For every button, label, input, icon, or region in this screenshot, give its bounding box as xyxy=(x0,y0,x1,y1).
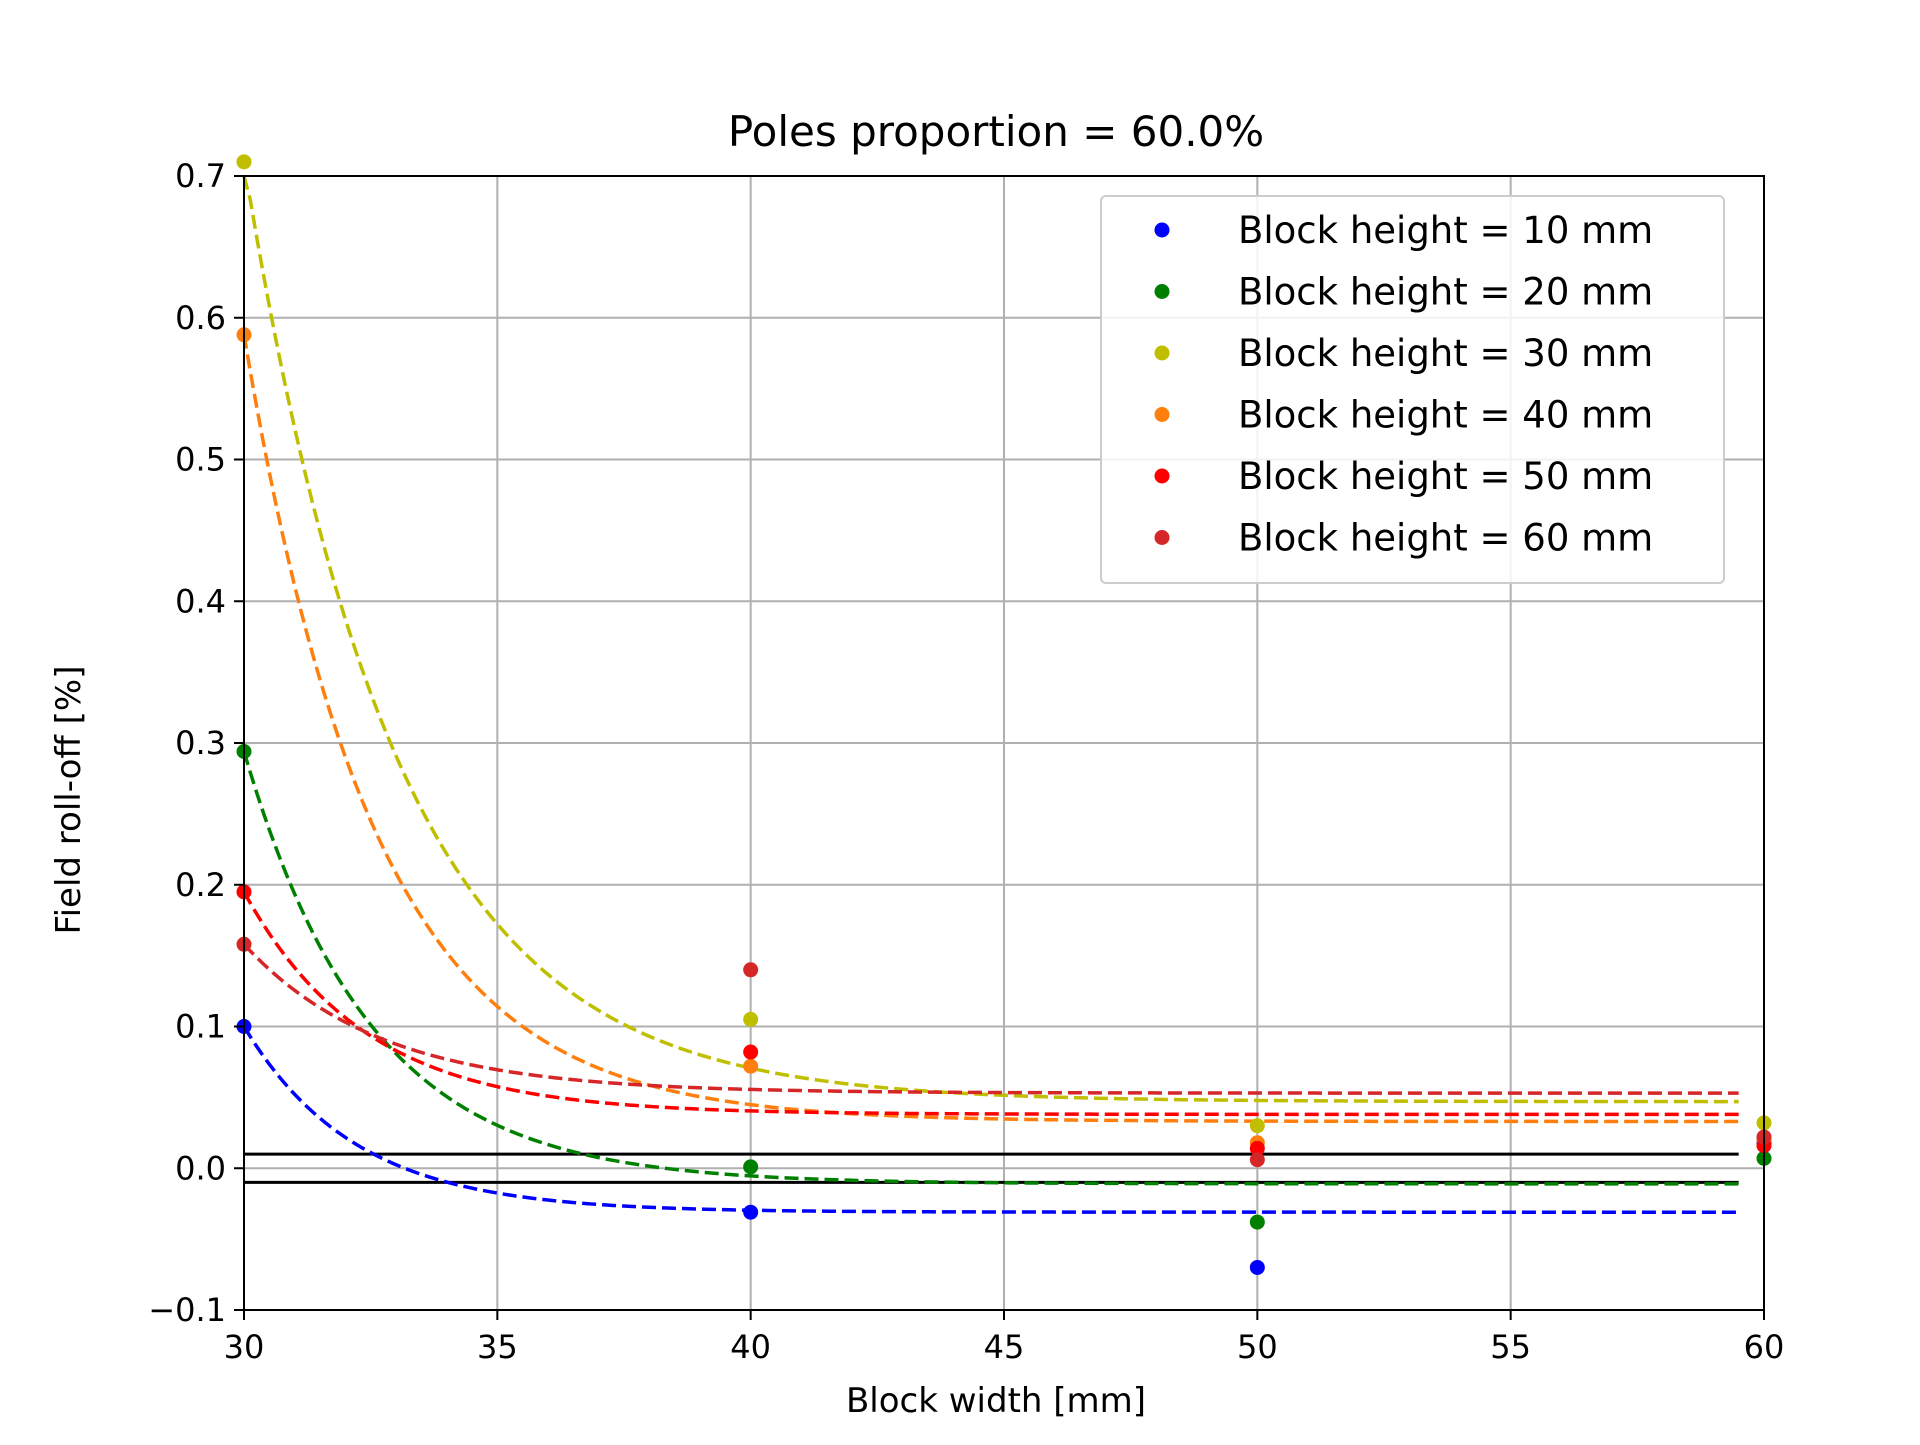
x-tick-label: 60 xyxy=(1744,1328,1785,1366)
data-point xyxy=(743,962,759,978)
y-tick-label: −0.1 xyxy=(148,1291,226,1329)
y-tick-label: 0.2 xyxy=(175,866,226,904)
legend-marker xyxy=(1154,468,1170,484)
fit-curve xyxy=(242,943,1739,1095)
y-tick-label: 0.0 xyxy=(175,1149,226,1187)
x-axis-ticks: 30 35 40 45 50 55 60 xyxy=(224,1310,1785,1366)
fit-curve xyxy=(242,175,1739,1104)
data-point xyxy=(1249,1118,1265,1134)
legend-label: Block height = 20 mm xyxy=(1238,271,1653,314)
data-point xyxy=(743,1058,759,1074)
legend-label: Block height = 30 mm xyxy=(1238,332,1653,375)
x-tick-label: 50 xyxy=(1237,1328,1278,1366)
data-point xyxy=(1249,1140,1265,1156)
data-point xyxy=(743,1204,759,1220)
x-tick-label: 55 xyxy=(1490,1328,1531,1366)
legend-label: Block height = 10 mm xyxy=(1238,209,1653,252)
legend-marker xyxy=(1154,407,1170,422)
fit-curve xyxy=(242,890,1739,1117)
legend-label: Block height = 60 mm xyxy=(1238,517,1653,560)
x-axis-label: Block width [mm] xyxy=(846,1381,1146,1421)
legend: Block height = 10 mm Block height = 20 mm… xyxy=(1100,195,1725,584)
y-axis-label: Field roll-off [%] xyxy=(49,666,89,935)
chart-title: Poles proportion = 60.0% xyxy=(728,107,1264,156)
legend-box xyxy=(1100,195,1725,584)
x-tick-label: 45 xyxy=(984,1328,1025,1366)
legend-label: Block height = 50 mm xyxy=(1238,455,1653,498)
legend-marker xyxy=(1154,530,1170,545)
legend-label: Block height = 40 mm xyxy=(1238,394,1653,437)
x-tick-label: 35 xyxy=(477,1328,518,1366)
legend-marker xyxy=(1154,222,1170,238)
y-tick-label: 0.5 xyxy=(175,441,226,479)
y-tick-label: 0.4 xyxy=(175,582,226,620)
y-tick-label: 0.6 xyxy=(175,299,226,337)
data-point xyxy=(1249,1152,1265,1168)
fit-curve xyxy=(242,1025,1739,1214)
legend-marker xyxy=(1154,284,1170,299)
data-point xyxy=(1249,1214,1265,1230)
data-point xyxy=(743,1044,759,1060)
fit-curve xyxy=(242,334,1739,1124)
y-tick-label: 0.7 xyxy=(175,157,226,195)
fit-curve xyxy=(242,750,1739,1186)
data-point xyxy=(743,1011,759,1027)
data-point xyxy=(1249,1259,1265,1275)
x-tick-label: 40 xyxy=(730,1328,771,1366)
data-point xyxy=(743,1159,759,1175)
y-tick-label: 0.1 xyxy=(175,1008,226,1046)
y-tick-label: 0.3 xyxy=(175,724,226,762)
legend-marker xyxy=(1154,345,1170,361)
fit-curves xyxy=(242,175,1739,1214)
data-point xyxy=(236,154,252,170)
y-axis-ticks: −0.1 0.0 0.1 0.2 0.3 0.4 0.5 0.6 0.7 xyxy=(148,157,244,1329)
x-tick-label: 30 xyxy=(224,1328,265,1366)
